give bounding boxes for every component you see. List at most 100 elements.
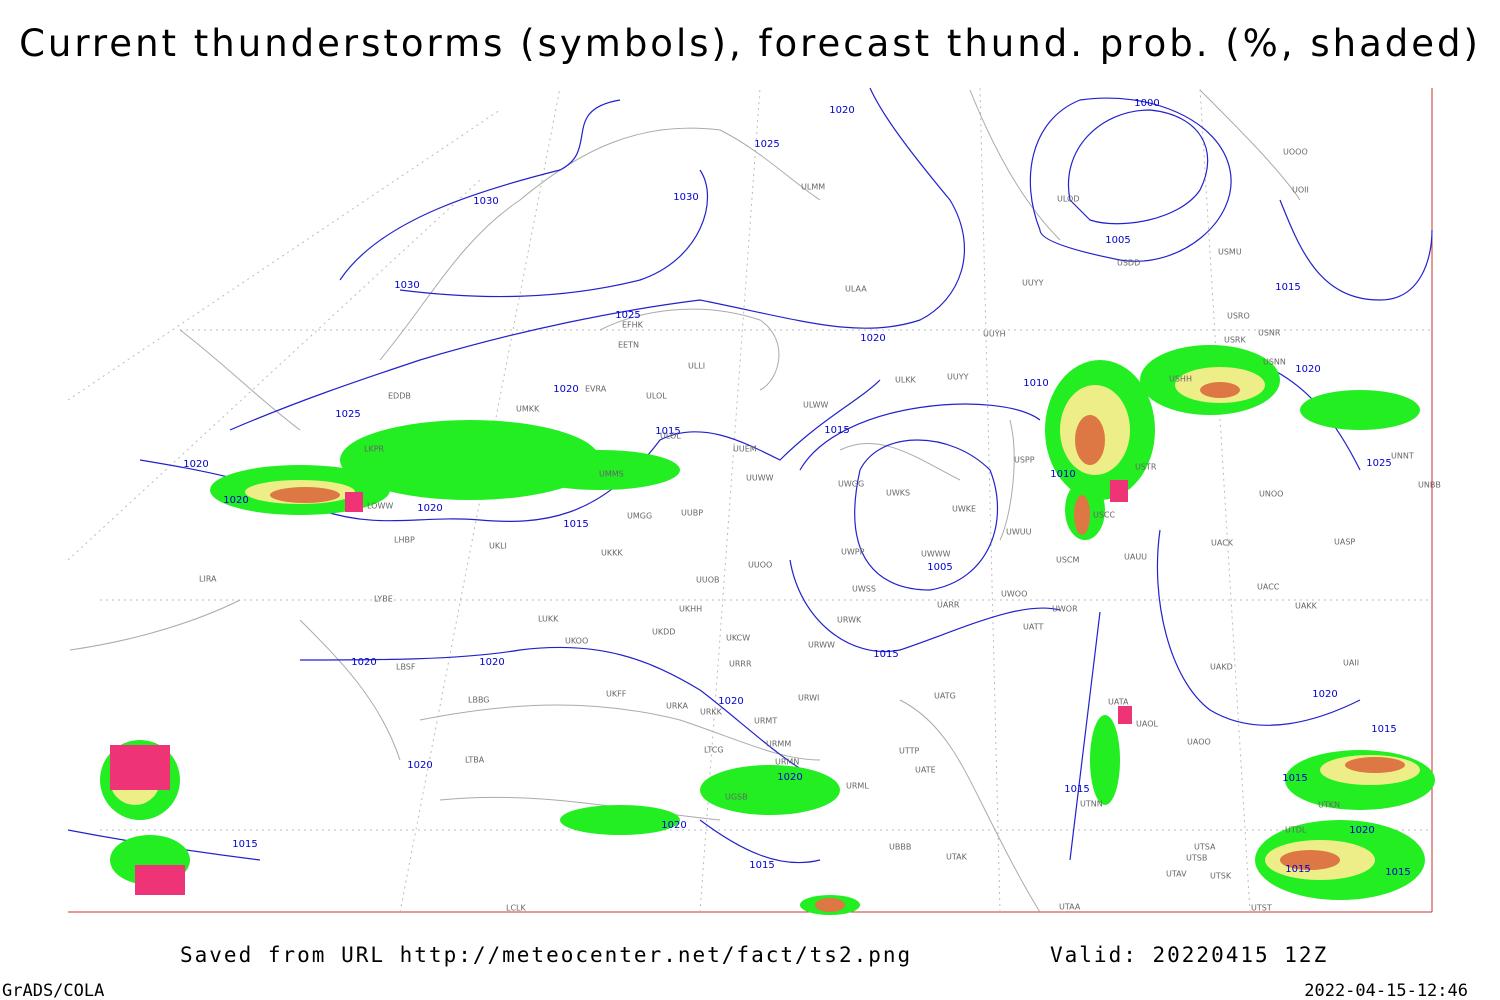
isobar-label: 1015 [563,519,588,530]
graticule [67,87,1432,913]
station-code: LYBE [374,595,393,604]
station-code: UWGG [838,480,864,489]
station-code: LIRA [199,575,217,584]
isobar-label: 1005 [1105,235,1130,246]
station-code: USPP [1014,456,1035,465]
isobar-label: 1020 [553,384,578,395]
station-code: UWOR [1052,605,1078,614]
station-code: UAOL [1136,720,1158,729]
isobar-label: 1010 [1023,378,1048,389]
station-code: LTBA [465,756,485,765]
station-code: LHBP [394,536,415,545]
isobar-label: 1025 [615,310,640,321]
station-code: UKHH [679,605,702,614]
isobar-label: 1020 [829,105,854,116]
station-code: LKPR [364,445,385,454]
station-code: UAKK [1295,602,1318,611]
station-code: UASP [1334,538,1355,547]
station-code: UACC [1257,583,1280,592]
isobar-label: 1020 [479,657,504,668]
isobar-label: 1020 [407,760,432,771]
station-code: UWUU [1006,528,1032,537]
station-code: UKCW [726,634,750,643]
station-code: UATT [1023,623,1043,632]
station-code: ULLI [688,362,705,371]
station-code: ULOL [660,432,681,441]
isobar-label: 1020 [417,503,442,514]
station-code: URMM [766,740,791,749]
station-code: UMMS [599,470,624,479]
station-code: USHH [1169,375,1192,384]
coastlines [69,89,1301,913]
isobar-label: 1030 [673,192,698,203]
station-code: UAII [1343,659,1359,668]
isobar-label: 1010 [1050,469,1075,480]
station-code: URML [846,782,869,791]
station-code: UUYH [983,330,1006,339]
station-code: URMT [754,717,777,726]
station-code: UTSA [1194,843,1216,852]
isobar-label: 1020 [223,495,248,506]
isobar-label: 1015 [1285,864,1310,875]
station-code: LBBG [468,696,490,705]
station-code: UNBB [1418,481,1441,490]
station-code: UTDL [1285,826,1307,835]
station-code: LBSF [396,663,416,672]
station-code: UKKK [601,549,623,558]
isobar-label: 1025 [754,139,779,150]
station-code: UATG [934,692,956,701]
station-code: UOII [1292,186,1309,195]
isobar-label: 1030 [394,280,419,291]
station-code: EDDB [388,392,411,401]
station-code: UKDD [652,628,675,637]
isobar-label: 1015 [655,426,680,437]
station-code: UTNN [1080,800,1103,809]
station-code: UAUU [1124,553,1147,562]
station-code: LOWW [367,502,393,511]
isobar-label: 1020 [661,820,686,831]
isobar-label: 1020 [1349,825,1374,836]
map-labels: 1020 1025 1030 1030 1030 1025 1020 1020 1025 1015… [183,98,1441,913]
station-code: URWK [837,616,862,625]
station-code: UATE [915,766,936,775]
isobar-label: 1015 [749,860,774,871]
isobar-label: 1020 [183,459,208,470]
station-code: UATA [1108,698,1129,707]
station-code: USDD [1117,259,1140,268]
station-code: UUBP [681,509,703,518]
station-code: UUYY [947,373,969,382]
station-code: UTTP [899,747,919,756]
station-code: URMN [775,758,799,767]
isobar-label: 1025 [335,409,360,420]
station-code: UTAV [1166,870,1187,879]
station-code: UTST [1251,904,1272,913]
station-code: LCLK [506,904,527,913]
valid-time: Valid: 20220415 12Z [1050,943,1328,967]
station-code: UWOO [1001,590,1027,599]
station-code: UKFF [606,690,627,699]
station-code: USTR [1135,463,1157,472]
station-code: UNOO [1259,490,1283,499]
station-code: UTSB [1186,854,1207,863]
station-code: ULMM [801,183,825,192]
isobar-label: 1020 [351,657,376,668]
station-code: UUWW [746,474,774,483]
station-code: UTAA [1059,903,1081,912]
station-code: UNNT [1391,452,1414,461]
station-code: UAOO [1187,738,1211,747]
station-code: UWKE [952,505,976,514]
station-code: UWWW [921,550,951,559]
station-code: USMU [1218,248,1242,257]
station-code: UTSK [1210,872,1232,881]
station-code: USNN [1263,358,1286,367]
isobars [67,87,1433,864]
station-code: UGSB [725,793,748,802]
station-code: LTCG [704,746,724,755]
station-code: UOOO [1283,148,1308,157]
isobar-label: 1015 [1064,784,1089,795]
station-code: UUYY [1022,279,1044,288]
station-code: LUKK [538,615,559,624]
station-code: UBBB [889,843,911,852]
station-code: UKLI [489,542,507,551]
station-code: ULOL [646,392,667,401]
